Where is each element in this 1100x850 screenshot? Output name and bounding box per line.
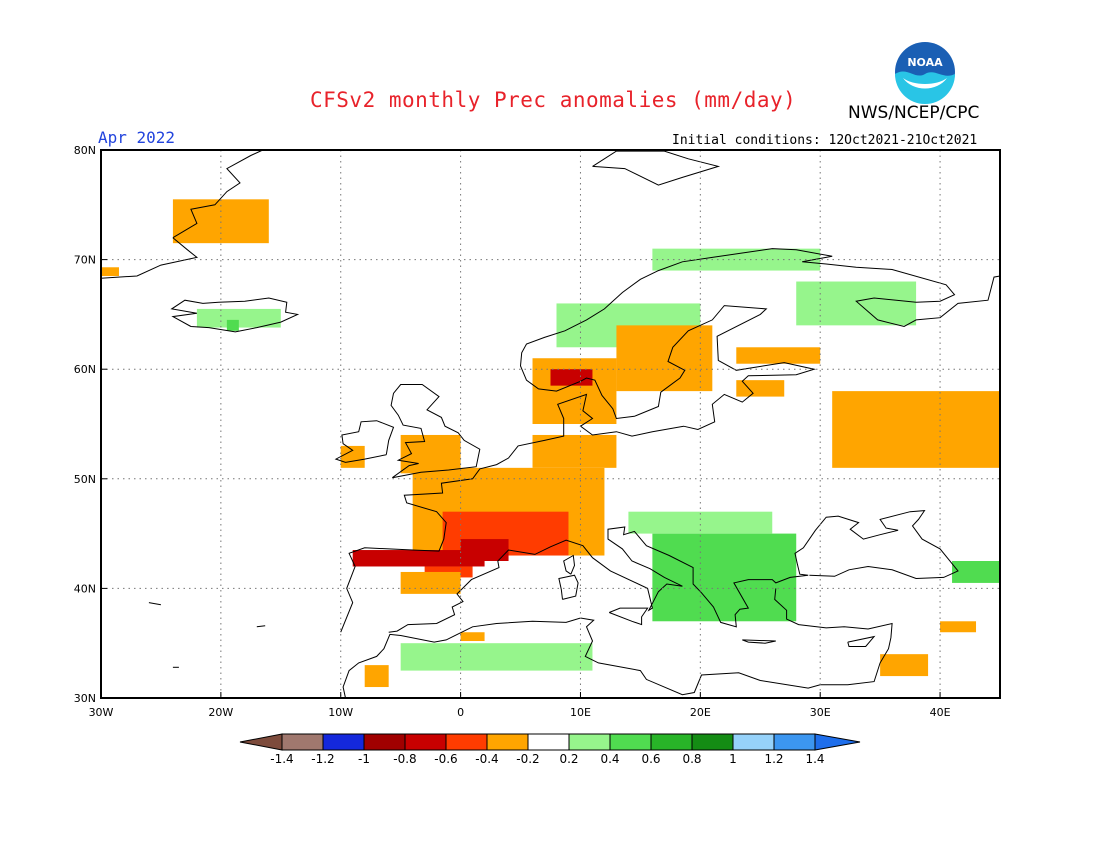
colorbar-swatch: [609, 733, 652, 751]
coastline: [592, 150, 721, 186]
colorbar-swatch: [650, 733, 693, 751]
longitude-label: 30W: [89, 706, 114, 719]
colorbar-swatch: [281, 733, 324, 751]
colorbar-label: 0.6: [641, 752, 660, 766]
longitude-label: 10W: [328, 706, 353, 719]
noaa-logo-text: NOAA: [907, 56, 943, 69]
coastline: [558, 574, 579, 600]
graticule: [100, 149, 1000, 699]
coastline: [334, 420, 395, 463]
longitude-label: 10E: [570, 706, 591, 719]
anomaly-cell: [952, 561, 1000, 583]
coastline: [390, 384, 481, 479]
colorbar-label: 0.2: [559, 752, 578, 766]
anomaly-cell: [832, 391, 1000, 468]
anomaly-cell: [460, 632, 485, 642]
latitude-label: 50N: [74, 473, 96, 486]
coastline: [172, 149, 264, 239]
coastline: [563, 554, 576, 575]
anomaly-cell: [352, 550, 485, 567]
anomaly-cell: [424, 566, 473, 578]
anomaly-cell: [400, 643, 593, 671]
coastline: [742, 639, 776, 644]
coastline: [256, 625, 266, 628]
anomaly-cell: [628, 511, 773, 534]
colorbar-label: -1: [358, 752, 370, 766]
colorbar-label: -0.4: [475, 752, 498, 766]
colorbar-swatch: [404, 733, 447, 751]
coastline: [340, 248, 1001, 633]
latitude-label: 70N: [74, 254, 96, 267]
colorbar-swatch: [486, 733, 529, 751]
coastline-layer: [100, 149, 1001, 699]
latitude-label: 60N: [74, 363, 96, 376]
anomaly-cell: [652, 248, 821, 271]
noaa-logo: NOAA: [895, 42, 955, 104]
map-title: CFSv2 monthly Prec anomalies (mm/day): [310, 88, 797, 112]
longitude-label: 20E: [690, 706, 711, 719]
anomaly-cell: [736, 347, 821, 364]
colorbar-label: -1.2: [311, 752, 334, 766]
colorbar-swatch: [773, 733, 816, 751]
longitude-label: 0: [457, 706, 464, 719]
anomaly-cell: [880, 654, 929, 677]
agency-label: NWS/NCEP/CPC: [848, 103, 980, 123]
longitude-label: 30E: [810, 706, 831, 719]
colorbar-swatch: [445, 733, 488, 751]
colorbar-swatch: [363, 733, 406, 751]
colorbar-label: 1: [729, 752, 737, 766]
colorbar-swatch: [691, 733, 734, 751]
latitude-label: 80N: [74, 144, 96, 157]
anomaly-cell: [226, 319, 239, 331]
colorbar-low-arrow: [239, 733, 283, 751]
colorbar-label: 1.4: [805, 752, 824, 766]
colorbar-swatch: [527, 733, 570, 751]
coastline: [388, 510, 959, 633]
longitude-label: 40E: [930, 706, 951, 719]
coastline: [342, 588, 893, 699]
anomaly-cell: [550, 369, 593, 386]
coastline: [148, 602, 161, 606]
anomaly-cell: [172, 199, 269, 244]
anomaly-cell: [796, 281, 917, 326]
colorbar-label: -0.2: [516, 752, 539, 766]
colorbar-label: -0.6: [434, 752, 457, 766]
colorbar-swatch: [568, 733, 611, 751]
map-frame: [100, 149, 1001, 699]
longitude-label: 20W: [208, 706, 233, 719]
anomaly-cell: [364, 665, 389, 688]
colorbar-high-arrow: [814, 733, 861, 751]
coastline: [170, 297, 300, 333]
anomaly-cell: [196, 308, 281, 328]
coastline: [100, 237, 199, 279]
anomaly-cell: [616, 325, 713, 392]
coastline: [847, 635, 876, 647]
anomaly-cell: [652, 533, 797, 622]
colorbar-label: -1.4: [270, 752, 293, 766]
latitude-label: 30N: [74, 692, 96, 705]
initial-conditions: Initial conditions: 12Oct2021-21Oct2021: [672, 133, 978, 148]
anomaly-cell: [940, 621, 977, 633]
colorbar-swatch: [322, 733, 365, 751]
latitude-label: 40N: [74, 582, 96, 595]
forecast-month: Apr 2022: [98, 128, 176, 147]
colorbar-label: -0.8: [393, 752, 416, 766]
colorbar-label: 0.8: [682, 752, 701, 766]
coastline: [609, 607, 649, 626]
anomaly-cell: [101, 267, 119, 277]
colorbar-swatch: [732, 733, 775, 751]
anomaly-cell: [736, 380, 785, 397]
colorbar-label: 0.4: [600, 752, 619, 766]
colorbar-label: 1.2: [764, 752, 783, 766]
